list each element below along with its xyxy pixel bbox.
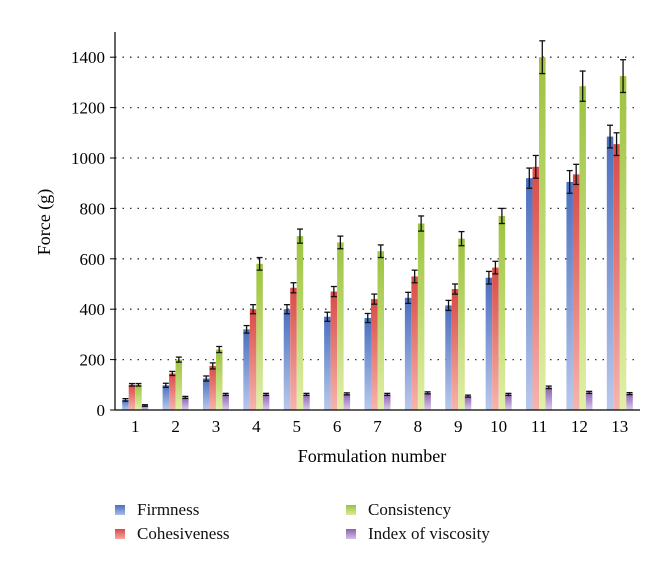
bar <box>485 277 493 410</box>
legend-label: Index of viscosity <box>368 524 490 543</box>
bar <box>619 76 627 410</box>
x-tick-label: 12 <box>571 417 588 436</box>
bar <box>135 384 142 410</box>
y-tick-label: 1200 <box>71 99 105 118</box>
bar <box>458 238 465 410</box>
bar <box>202 378 210 410</box>
y-tick-label: 200 <box>80 351 106 370</box>
bar <box>337 242 344 410</box>
bar <box>324 316 331 410</box>
bar <box>249 309 257 410</box>
bar <box>424 392 431 410</box>
bar <box>384 394 391 410</box>
y-tick-label: 0 <box>97 401 106 420</box>
x-tick-label: 10 <box>490 417 507 436</box>
bar <box>579 86 586 411</box>
y-tick-labels: 0 200 400 600 800 1000 1200 1400 <box>71 48 115 420</box>
y-tick-label: 1000 <box>71 149 105 168</box>
x-tick-label: 8 <box>414 417 423 436</box>
x-tick-label: 5 <box>292 417 301 436</box>
bar <box>122 399 129 410</box>
bar <box>585 392 593 410</box>
bar <box>215 349 223 410</box>
bar <box>256 263 263 410</box>
bar <box>411 276 418 410</box>
legend-label: Consistency <box>368 500 452 519</box>
bar <box>505 394 512 410</box>
x-tick-label: 6 <box>333 417 342 436</box>
bar <box>209 365 216 410</box>
bar <box>464 396 472 410</box>
bar <box>532 166 540 410</box>
bar <box>377 251 384 410</box>
x-tick-label: 3 <box>212 417 221 436</box>
bar <box>262 394 270 410</box>
bar <box>330 291 338 410</box>
bar <box>404 297 412 410</box>
bar <box>290 287 297 410</box>
bar <box>182 397 189 410</box>
legend-label: Cohesiveness <box>137 524 230 543</box>
bar <box>296 236 304 410</box>
x-tick-label: 2 <box>171 417 180 436</box>
bars-group <box>122 40 633 411</box>
bar <box>169 373 176 410</box>
bar <box>128 384 136 410</box>
x-tick-label: 1 <box>131 417 140 436</box>
x-tick-label: 9 <box>454 417 463 436</box>
bar <box>243 329 250 410</box>
bar <box>141 405 149 410</box>
legend-swatch-firmness <box>115 505 125 515</box>
x-tick-label: 4 <box>252 417 261 436</box>
y-tick-label: 1400 <box>71 48 105 67</box>
legend-swatch-consistency <box>346 505 356 515</box>
bar <box>572 174 580 410</box>
bar <box>175 359 183 410</box>
x-axis-label: Formulation number <box>298 446 446 466</box>
bar <box>445 305 452 410</box>
y-tick-label: 400 <box>80 300 106 319</box>
bar <box>303 394 310 410</box>
bar <box>371 299 378 410</box>
bar <box>545 387 553 410</box>
bar <box>162 385 170 410</box>
x-tick-labels: 1 2 3 4 5 6 7 8 9 10 11 12 13 <box>131 417 628 436</box>
legend-swatch-index-of-viscosity <box>346 529 356 539</box>
bar <box>566 181 573 410</box>
y-tick-label: 600 <box>80 250 106 269</box>
bar <box>498 215 506 410</box>
bar <box>343 393 351 410</box>
bar <box>626 393 633 410</box>
y-tick-label: 800 <box>80 199 106 218</box>
legend-swatch-cohesiveness <box>115 529 125 539</box>
bar <box>539 57 546 410</box>
x-tick-label: 7 <box>373 417 382 436</box>
bar <box>417 223 425 410</box>
bar <box>451 289 459 410</box>
legend-label: Firmness <box>137 500 200 519</box>
x-tick-label: 13 <box>611 417 628 436</box>
bar <box>613 144 620 410</box>
bar <box>222 394 229 410</box>
x-tick-label: 11 <box>531 417 547 436</box>
bar <box>283 309 291 410</box>
bar <box>364 318 371 410</box>
axes <box>114 32 640 411</box>
bar <box>526 178 533 410</box>
y-axis-label: Force (g) <box>34 189 55 255</box>
bar <box>492 267 499 410</box>
bar <box>606 136 614 410</box>
